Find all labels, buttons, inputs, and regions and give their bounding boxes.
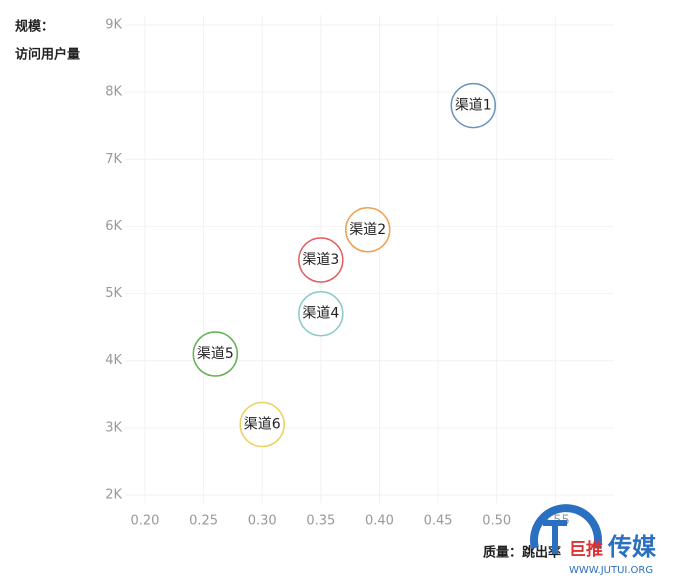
watermark-logo — [530, 504, 602, 549]
watermark-text: WWW.JUTUI.ORG — [569, 565, 653, 576]
watermark: 巨推 传媒 WWW.JUTUI.ORG — [530, 504, 657, 576]
point — [298, 237, 344, 283]
y-tick-label: 8K — [105, 85, 122, 100]
point — [450, 82, 497, 129]
x-tick-label: 0.50 — [482, 514, 511, 529]
x-axis-title: 质量：跳出率 — [483, 545, 561, 561]
point — [239, 401, 285, 448]
y-tick-label: 6K — [105, 219, 122, 234]
point-label: 渠道3 — [302, 252, 339, 268]
point-label: 渠道4 — [302, 306, 339, 322]
y-tick-label: 2K — [105, 488, 122, 503]
point — [344, 207, 391, 253]
y-tick-label: 7K — [105, 152, 122, 167]
x-tick-label: 0.40 — [365, 514, 394, 529]
point-label: 渠道5 — [197, 346, 234, 362]
point-label: 渠道6 — [244, 417, 281, 433]
x-tick-label: 0.30 — [248, 514, 277, 529]
y-tick-label: 4K — [105, 353, 122, 368]
point — [192, 331, 239, 377]
plot: 2K 3K 4K 5K 6K 7K 8K 9K 0.20 0.25 0.30 0.35 0.40 0.45… — [105, 15, 614, 529]
y-axis-title: 访问用户量 — [15, 47, 80, 63]
x-tick-label: 0.45 — [424, 514, 453, 529]
watermark-logo — [552, 520, 558, 554]
watermark-text: 巨推 — [569, 539, 603, 560]
point-label: 渠道2 — [349, 222, 386, 238]
y-tick-label: 9K — [105, 18, 122, 33]
x-tick-label: 0.35 — [306, 514, 335, 529]
y-tick-label: 3K — [105, 420, 122, 435]
point-label: 渠道1 — [455, 98, 492, 114]
watermark-text: 传媒 — [607, 533, 657, 561]
point — [298, 290, 344, 337]
y-axis-title: 规模： — [15, 19, 54, 35]
x-tick-label: 0.25 — [189, 514, 218, 529]
y-tick-label: 5K — [105, 286, 122, 301]
x-tick-label: 0.20 — [130, 514, 159, 529]
